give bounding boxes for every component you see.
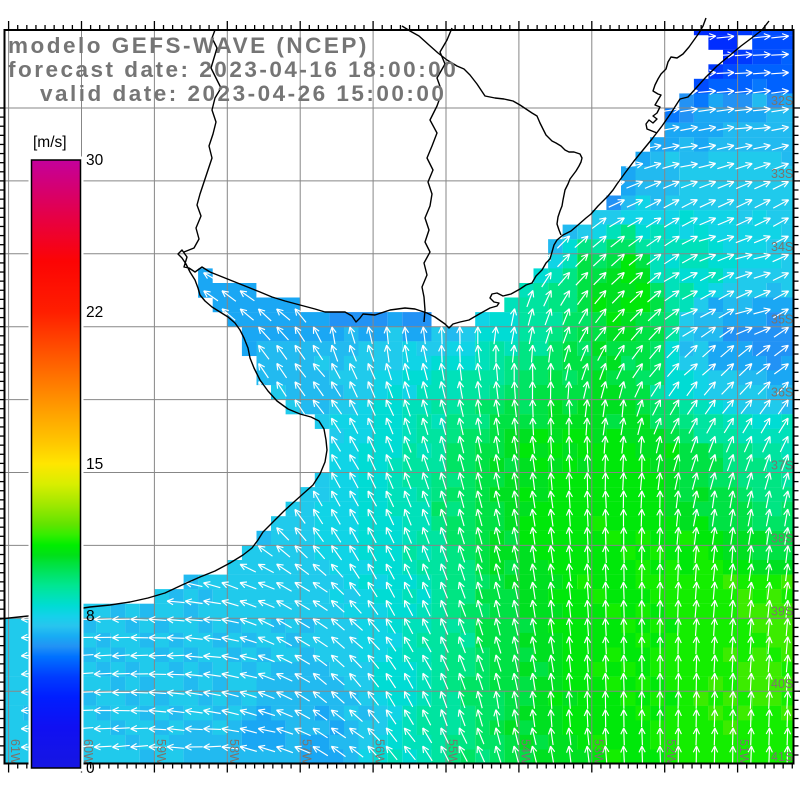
svg-text:39S: 39S	[771, 604, 793, 618]
svg-text:37S: 37S	[771, 459, 793, 473]
svg-text:35S: 35S	[771, 313, 793, 327]
svg-text:8: 8	[86, 608, 95, 625]
svg-text:modelo GEFS-WAVE (NCEP): modelo GEFS-WAVE (NCEP)	[8, 33, 369, 58]
svg-text:40S: 40S	[771, 677, 793, 691]
svg-text:54W: 54W	[518, 739, 532, 765]
svg-text:55W: 55W	[446, 739, 460, 765]
svg-text:59W: 59W	[154, 739, 168, 765]
svg-text:36S: 36S	[771, 386, 793, 400]
svg-text:0: 0	[86, 760, 95, 777]
svg-text:52W: 52W	[664, 739, 678, 765]
svg-text:53W: 53W	[591, 739, 605, 765]
svg-text:57W: 57W	[300, 739, 314, 765]
svg-text:38S: 38S	[771, 531, 793, 545]
svg-text:58W: 58W	[227, 739, 241, 765]
svg-text:forecast date: 2023-04-16 18:0: forecast date: 2023-04-16 18:00:00	[8, 57, 458, 82]
svg-text:56W: 56W	[373, 739, 387, 765]
svg-text:41S: 41S	[771, 750, 793, 764]
svg-text:valid date: 2023-04-26 15:00:0: valid date: 2023-04-26 15:00:00	[40, 81, 446, 106]
svg-text:61W: 61W	[8, 739, 22, 765]
svg-text:[m/s]: [m/s]	[33, 134, 67, 151]
svg-text:32S: 32S	[771, 94, 793, 108]
svg-text:51W: 51W	[737, 739, 751, 765]
svg-text:30: 30	[86, 152, 104, 169]
svg-text:60W: 60W	[81, 739, 95, 765]
svg-text:33S: 33S	[771, 167, 793, 181]
svg-text:15: 15	[86, 456, 103, 473]
svg-text:34S: 34S	[771, 240, 793, 254]
svg-text:22: 22	[86, 304, 103, 321]
